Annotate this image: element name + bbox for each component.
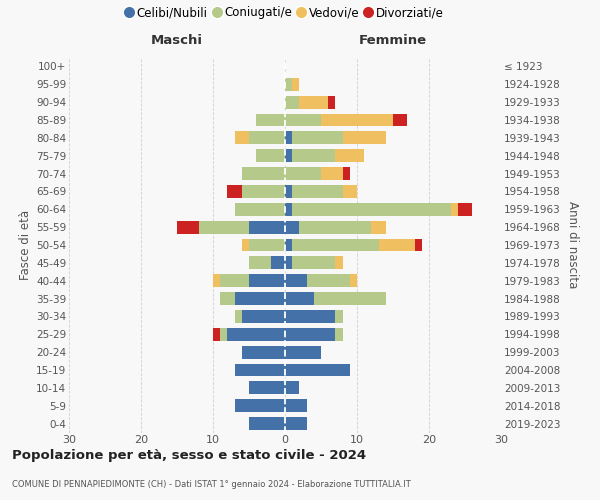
- Bar: [285, 382, 299, 394]
- Bar: [271, 256, 285, 270]
- Bar: [199, 220, 249, 234]
- Bar: [292, 132, 343, 144]
- Bar: [227, 185, 242, 198]
- Bar: [242, 167, 285, 180]
- Bar: [285, 185, 292, 198]
- Bar: [285, 346, 321, 358]
- Bar: [285, 274, 307, 287]
- Text: Popolazione per età, sesso e stato civile - 2024: Popolazione per età, sesso e stato civil…: [12, 450, 366, 462]
- Bar: [335, 328, 343, 340]
- Bar: [235, 400, 285, 412]
- Text: Femmine: Femmine: [359, 34, 427, 47]
- Bar: [235, 292, 285, 305]
- Bar: [285, 203, 292, 215]
- Bar: [249, 238, 285, 252]
- Bar: [335, 150, 364, 162]
- Bar: [285, 132, 292, 144]
- Bar: [292, 185, 343, 198]
- Bar: [321, 167, 343, 180]
- Bar: [451, 203, 458, 215]
- Bar: [379, 238, 415, 252]
- Bar: [285, 114, 321, 126]
- Bar: [249, 220, 285, 234]
- Bar: [285, 220, 299, 234]
- Bar: [299, 220, 371, 234]
- Bar: [350, 274, 357, 287]
- Bar: [249, 417, 285, 430]
- Bar: [249, 274, 285, 287]
- Bar: [285, 150, 292, 162]
- Bar: [314, 292, 386, 305]
- Bar: [235, 203, 285, 215]
- Bar: [285, 96, 299, 108]
- Bar: [335, 310, 343, 323]
- Bar: [249, 382, 285, 394]
- Bar: [299, 96, 328, 108]
- Bar: [415, 238, 422, 252]
- Y-axis label: Fasce di età: Fasce di età: [19, 210, 32, 280]
- Bar: [307, 274, 350, 287]
- Bar: [235, 364, 285, 376]
- Bar: [285, 167, 321, 180]
- Bar: [285, 364, 350, 376]
- Bar: [213, 274, 220, 287]
- Bar: [249, 132, 285, 144]
- Bar: [285, 292, 314, 305]
- Bar: [285, 78, 292, 90]
- Bar: [343, 185, 357, 198]
- Bar: [335, 256, 343, 270]
- Text: Maschi: Maschi: [151, 34, 203, 47]
- Bar: [285, 310, 335, 323]
- Y-axis label: Anni di nascita: Anni di nascita: [566, 202, 579, 288]
- Bar: [249, 256, 271, 270]
- Bar: [285, 400, 307, 412]
- Bar: [343, 167, 350, 180]
- Bar: [285, 238, 292, 252]
- Bar: [292, 238, 379, 252]
- Bar: [393, 114, 407, 126]
- Bar: [285, 328, 335, 340]
- Bar: [292, 78, 299, 90]
- Bar: [328, 96, 335, 108]
- Bar: [242, 238, 249, 252]
- Bar: [242, 185, 285, 198]
- Bar: [220, 328, 227, 340]
- Bar: [177, 220, 199, 234]
- Bar: [321, 114, 393, 126]
- Legend: Celibi/Nubili, Coniugati/e, Vedovi/e, Divorziati/e: Celibi/Nubili, Coniugati/e, Vedovi/e, Di…: [121, 2, 449, 24]
- Bar: [292, 203, 451, 215]
- Bar: [213, 328, 220, 340]
- Bar: [242, 346, 285, 358]
- Bar: [256, 114, 285, 126]
- Bar: [242, 310, 285, 323]
- Bar: [458, 203, 472, 215]
- Bar: [371, 220, 386, 234]
- Text: COMUNE DI PENNAPIEDIMONTE (CH) - Dati ISTAT 1° gennaio 2024 - Elaborazione TUTTI: COMUNE DI PENNAPIEDIMONTE (CH) - Dati IS…: [12, 480, 411, 489]
- Bar: [235, 310, 242, 323]
- Bar: [220, 274, 249, 287]
- Bar: [292, 256, 335, 270]
- Bar: [292, 150, 335, 162]
- Bar: [256, 150, 285, 162]
- Bar: [235, 132, 249, 144]
- Bar: [285, 256, 292, 270]
- Bar: [343, 132, 386, 144]
- Bar: [220, 292, 235, 305]
- Bar: [285, 417, 307, 430]
- Bar: [227, 328, 285, 340]
